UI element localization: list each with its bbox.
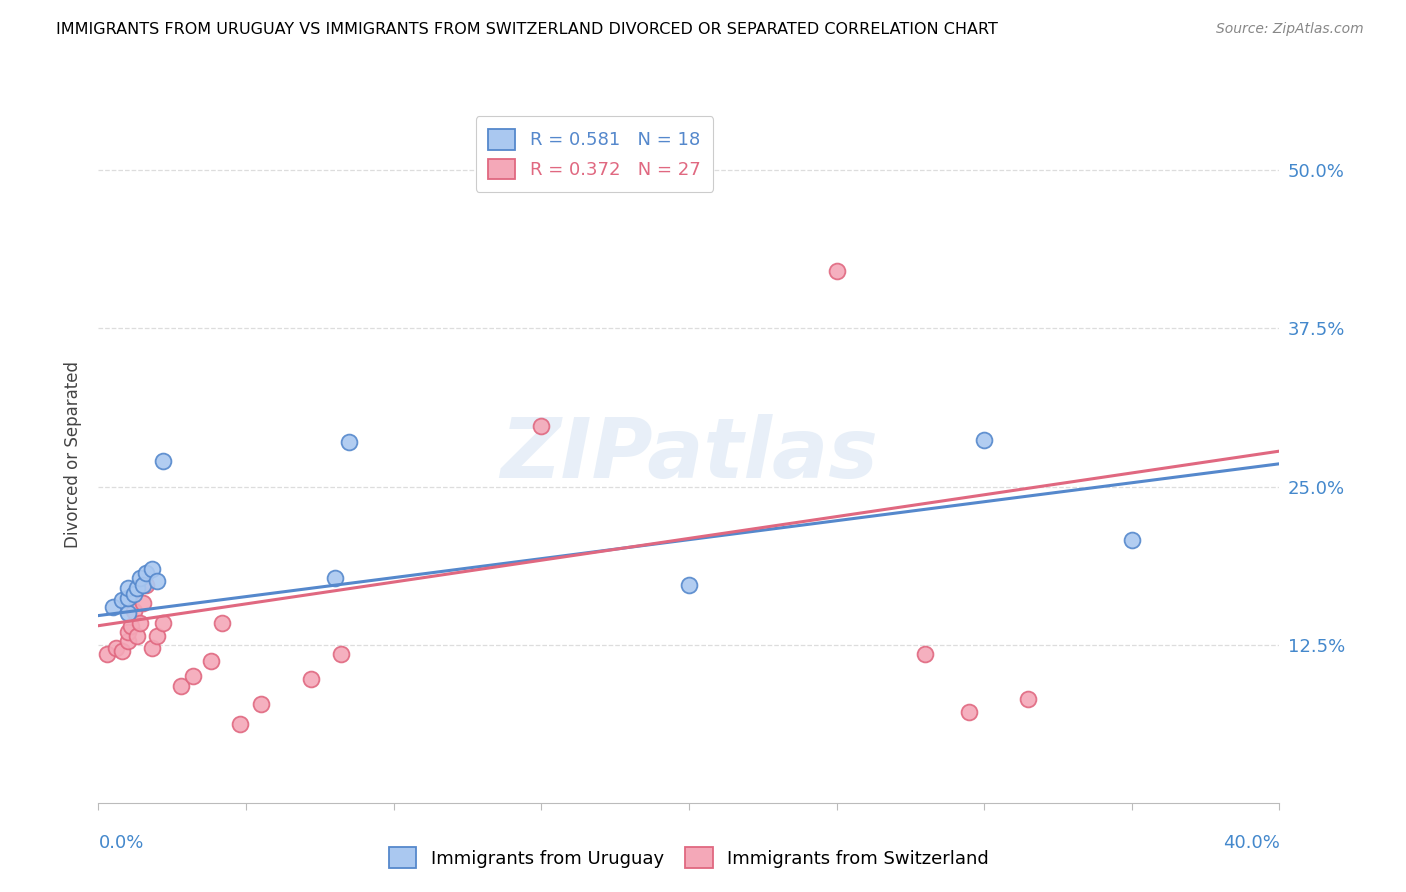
Point — [339, 435, 360, 450]
Point — [299, 672, 322, 686]
Point — [152, 454, 174, 468]
Point — [329, 647, 352, 661]
Point — [128, 571, 150, 585]
Point — [122, 587, 145, 601]
Point — [181, 669, 204, 683]
Point — [323, 571, 346, 585]
Point — [530, 418, 553, 433]
Point — [141, 562, 163, 576]
Point — [117, 625, 139, 640]
Point — [128, 616, 150, 631]
Text: 0.0%: 0.0% — [98, 834, 143, 852]
Point — [135, 566, 157, 580]
Point — [125, 581, 148, 595]
Point — [141, 641, 163, 656]
Point — [117, 606, 139, 620]
Point — [122, 603, 145, 617]
Point — [229, 717, 252, 731]
Point — [146, 629, 169, 643]
Text: ZIPatlas: ZIPatlas — [501, 415, 877, 495]
Point — [132, 578, 155, 592]
Point — [117, 581, 139, 595]
Point — [96, 647, 118, 661]
Point — [170, 680, 193, 694]
Point — [973, 433, 995, 447]
Point — [120, 618, 142, 632]
Point — [103, 599, 125, 614]
Point — [678, 578, 700, 592]
Text: IMMIGRANTS FROM URUGUAY VS IMMIGRANTS FROM SWITZERLAND DIVORCED OR SEPARATED COR: IMMIGRANTS FROM URUGUAY VS IMMIGRANTS FR… — [56, 22, 998, 37]
Text: Source: ZipAtlas.com: Source: ZipAtlas.com — [1216, 22, 1364, 37]
Point — [146, 574, 169, 589]
Point — [135, 578, 157, 592]
Text: 40.0%: 40.0% — [1223, 834, 1279, 852]
Point — [211, 616, 233, 631]
Point — [152, 616, 174, 631]
Point — [105, 641, 128, 656]
Point — [111, 644, 134, 658]
Point — [959, 705, 981, 719]
Point — [117, 633, 139, 648]
Point — [914, 647, 936, 661]
Point — [825, 264, 848, 278]
Point — [1017, 692, 1039, 706]
Point — [250, 697, 273, 711]
Point — [200, 654, 222, 668]
Point — [117, 591, 139, 605]
Point — [1121, 533, 1143, 547]
Point — [125, 629, 148, 643]
Point — [111, 593, 134, 607]
Legend: Immigrants from Uruguay, Immigrants from Switzerland: Immigrants from Uruguay, Immigrants from… — [380, 838, 998, 877]
Point — [132, 596, 155, 610]
Y-axis label: Divorced or Separated: Divorced or Separated — [65, 361, 83, 549]
